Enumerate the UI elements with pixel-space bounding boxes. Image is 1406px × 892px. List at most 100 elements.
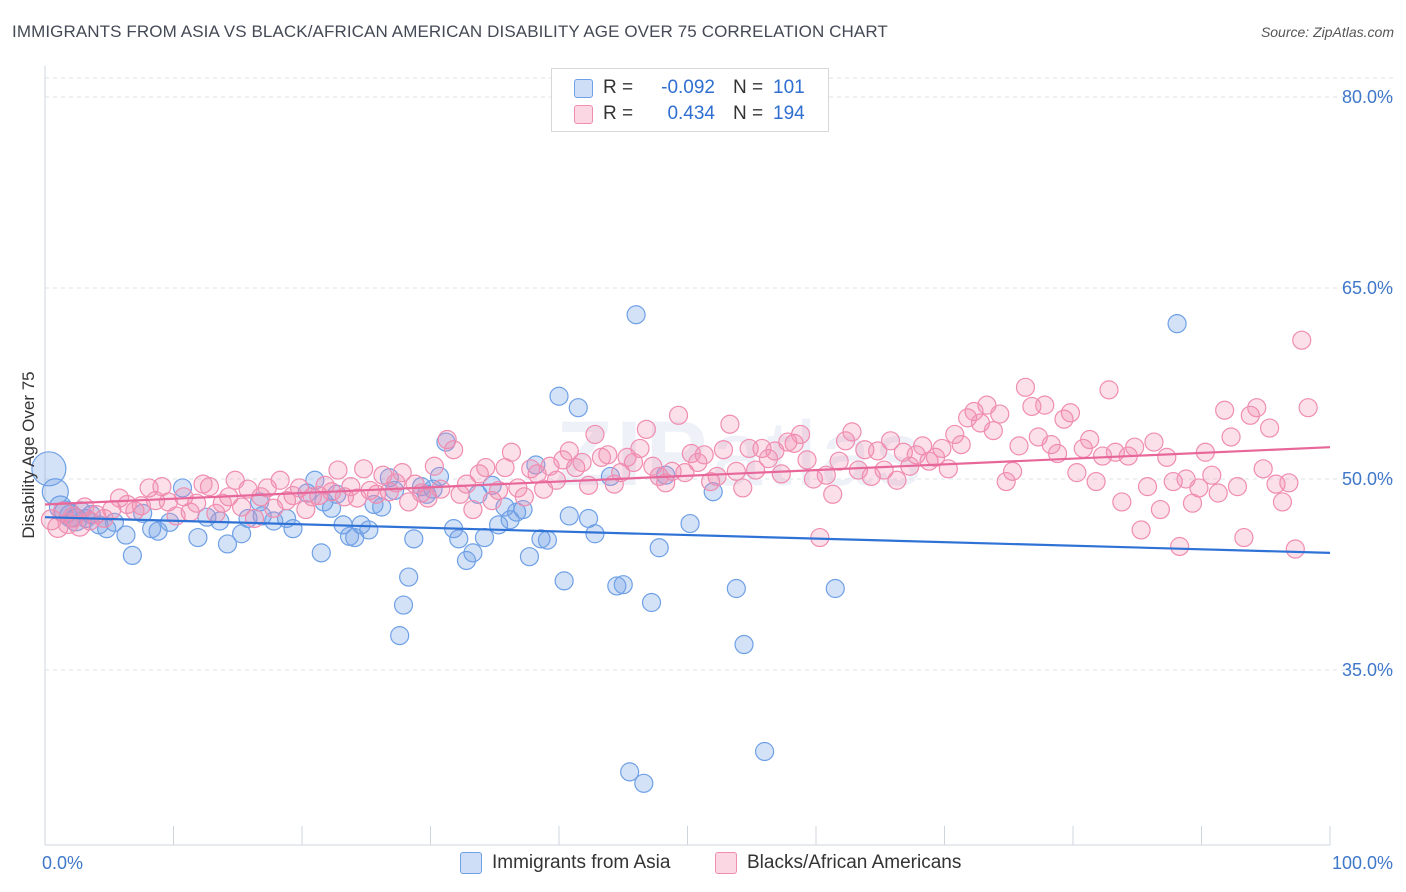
- x-tick-label: 100.0%: [1332, 853, 1393, 873]
- data-point: [519, 547, 540, 567]
- data-point: [1292, 330, 1312, 350]
- stats-n-label: N =: [733, 77, 764, 98]
- data-point: [133, 503, 153, 523]
- data-point: [641, 592, 662, 613]
- data-point: [1015, 377, 1036, 397]
- data-point: [1099, 380, 1119, 400]
- data-point: [771, 464, 791, 484]
- data-point: [1080, 429, 1100, 450]
- data-point: [1131, 520, 1151, 540]
- data-point: [328, 460, 348, 480]
- data-point: [199, 477, 220, 497]
- data-point: [1003, 461, 1023, 481]
- data-point: [823, 484, 843, 504]
- data-point: [825, 578, 845, 599]
- tick-labels: 35.0% 50.0% 65.0% 80.0% 0.0% 100.0% Disability…: [19, 87, 1393, 873]
- data-point: [688, 452, 708, 473]
- data-point: [501, 442, 522, 462]
- data-point: [726, 578, 746, 599]
- data-point: [754, 741, 775, 762]
- stats-n-value: 101: [773, 77, 805, 98]
- data-point: [880, 431, 901, 451]
- data-point: [649, 538, 669, 558]
- data-point: [217, 534, 238, 554]
- y-tick-label: 35.0%: [1342, 660, 1393, 680]
- data-point: [1112, 492, 1132, 512]
- data-point: [474, 527, 495, 548]
- data-point: [359, 520, 379, 540]
- data-point: [276, 491, 297, 511]
- data-point: [390, 626, 410, 646]
- data-point: [566, 457, 586, 478]
- data-point: [283, 485, 303, 506]
- data-point: [546, 470, 567, 490]
- data-point: [1227, 477, 1248, 497]
- data-point: [1234, 527, 1254, 548]
- data-point: [463, 543, 483, 563]
- data-point: [868, 441, 888, 461]
- data-point: [1240, 405, 1260, 425]
- data-point: [1189, 478, 1209, 498]
- data-point: [449, 529, 469, 549]
- data-point: [938, 459, 958, 479]
- data-point: [1279, 473, 1299, 493]
- data-point: [500, 510, 520, 530]
- data-point: [554, 571, 574, 591]
- data-point: [713, 440, 734, 460]
- stats-row-asia: R = -0.092 N = 101: [574, 75, 805, 101]
- data-point: [463, 499, 483, 520]
- data-point: [746, 460, 766, 480]
- data-point: [585, 524, 605, 544]
- data-point: [354, 459, 374, 479]
- stats-r-label: R =: [603, 77, 634, 98]
- data-point: [1150, 499, 1170, 520]
- y-tick-label: 65.0%: [1342, 278, 1393, 298]
- data-point: [620, 762, 640, 782]
- data-point: [1170, 536, 1190, 557]
- data-point: [572, 452, 592, 473]
- grid-lines: [45, 77, 1395, 671]
- data-point: [694, 445, 714, 465]
- data-point: [1272, 492, 1293, 512]
- legend-swatch-asia: [460, 852, 482, 874]
- stats-n-value: 194: [773, 103, 805, 124]
- data-point: [626, 305, 646, 325]
- data-point: [122, 545, 142, 566]
- data-point: [1157, 447, 1177, 467]
- data-point: [613, 575, 633, 595]
- legend-item-asia[interactable]: Immigrants from Asia: [460, 852, 670, 874]
- data-point: [437, 429, 457, 450]
- data-point: [1285, 539, 1305, 559]
- stats-r-value: -0.092: [661, 77, 715, 98]
- data-point: [1035, 395, 1055, 415]
- data-point: [1144, 432, 1164, 452]
- trend-line: [44, 516, 1331, 554]
- data-point: [656, 473, 676, 493]
- data-point: [790, 424, 811, 445]
- data-point: [990, 404, 1010, 424]
- stats-r-label: R =: [603, 103, 634, 124]
- legend-label-black: Blacks/African Americans: [747, 852, 962, 873]
- chart-title: IMMIGRANTS FROM ASIA VS BLACK/AFRICAN AM…: [12, 22, 888, 41]
- data-point: [372, 497, 392, 517]
- data-point: [456, 550, 477, 571]
- data-point: [514, 487, 534, 507]
- data-point: [945, 424, 965, 445]
- data-point: [623, 452, 644, 473]
- data-point: [116, 525, 136, 545]
- data-point: [386, 473, 406, 493]
- data-point: [559, 506, 579, 526]
- data-point: [701, 471, 721, 492]
- chart-source: Source: ZipAtlas.com: [1260, 24, 1394, 40]
- data-point: [1086, 471, 1106, 492]
- trend-line: [44, 446, 1331, 506]
- data-point: [1215, 400, 1235, 420]
- legend-item-black[interactable]: Blacks/African Americans: [715, 852, 961, 874]
- data-point: [559, 441, 579, 461]
- stats-r-value: 0.434: [667, 103, 715, 124]
- data-point: [283, 519, 303, 539]
- data-point: [521, 459, 541, 479]
- data-point: [232, 497, 252, 517]
- data-point: [1137, 477, 1158, 497]
- data-point: [726, 461, 746, 481]
